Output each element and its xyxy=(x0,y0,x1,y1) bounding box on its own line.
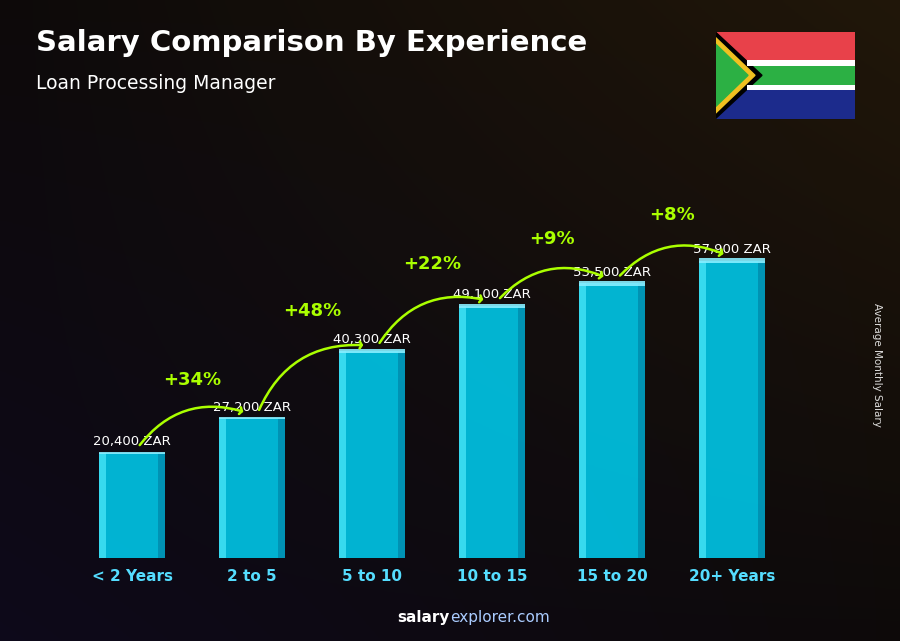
Bar xyxy=(99,452,165,454)
Text: Salary Comparison By Experience: Salary Comparison By Experience xyxy=(36,29,587,57)
Bar xyxy=(459,304,525,308)
Text: +9%: +9% xyxy=(529,230,575,248)
Bar xyxy=(399,351,405,558)
Bar xyxy=(747,60,855,65)
Bar xyxy=(716,76,855,119)
Bar xyxy=(278,418,285,558)
Polygon shape xyxy=(716,37,755,113)
Bar xyxy=(219,418,226,558)
Polygon shape xyxy=(716,32,762,119)
Bar xyxy=(459,306,465,558)
Bar xyxy=(759,261,765,558)
Text: 53,500 ZAR: 53,500 ZAR xyxy=(573,266,651,279)
FancyBboxPatch shape xyxy=(712,29,859,122)
Bar xyxy=(339,351,346,558)
Bar xyxy=(339,351,405,558)
Text: 27,200 ZAR: 27,200 ZAR xyxy=(213,401,291,413)
Bar xyxy=(579,283,645,558)
Text: +8%: +8% xyxy=(649,206,695,224)
Bar xyxy=(518,306,525,558)
Text: explorer.com: explorer.com xyxy=(450,610,550,625)
Text: 57,900 ZAR: 57,900 ZAR xyxy=(693,243,771,256)
Text: +34%: +34% xyxy=(163,370,221,388)
Text: salary: salary xyxy=(398,610,450,625)
Bar xyxy=(99,453,165,558)
Bar xyxy=(699,261,765,558)
Text: 40,300 ZAR: 40,300 ZAR xyxy=(333,333,411,346)
Bar xyxy=(219,418,285,558)
Bar xyxy=(579,283,586,558)
Bar xyxy=(716,65,855,85)
Bar xyxy=(459,306,525,558)
Bar xyxy=(716,32,855,76)
Text: Average Monthly Salary: Average Monthly Salary xyxy=(872,303,883,428)
Bar xyxy=(699,261,706,558)
Bar xyxy=(699,258,765,263)
Bar xyxy=(747,85,855,90)
Text: +22%: +22% xyxy=(403,254,461,272)
Bar xyxy=(579,281,645,286)
Bar xyxy=(219,417,285,419)
Bar xyxy=(99,453,105,558)
Text: 20,400 ZAR: 20,400 ZAR xyxy=(93,435,171,449)
Bar xyxy=(158,453,165,558)
Bar xyxy=(339,349,405,353)
Polygon shape xyxy=(716,44,748,106)
Text: Loan Processing Manager: Loan Processing Manager xyxy=(36,74,275,93)
Text: +48%: +48% xyxy=(283,302,341,320)
Bar xyxy=(638,283,645,558)
Text: 49,100 ZAR: 49,100 ZAR xyxy=(453,288,531,301)
